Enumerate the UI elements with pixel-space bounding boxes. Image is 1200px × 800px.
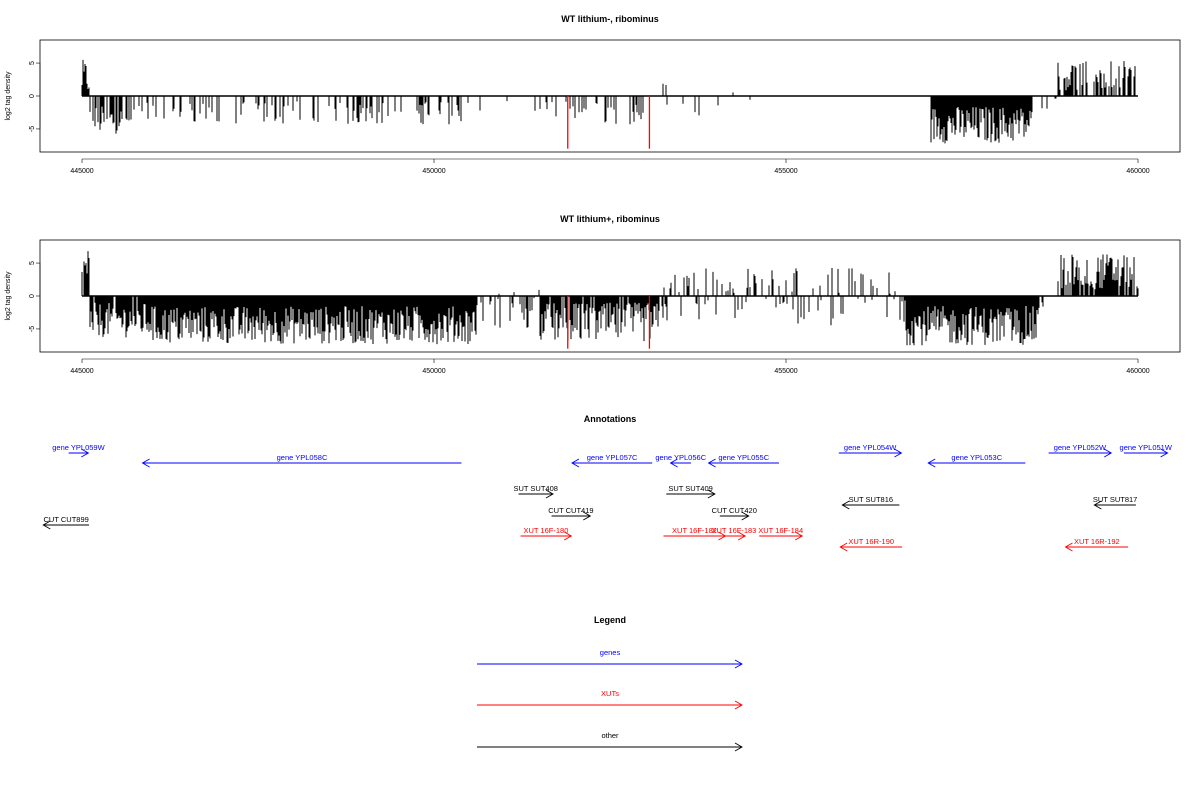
other-arrow-head [707, 489, 716, 499]
chart-title: WT lithium+, ribominus [560, 214, 660, 224]
xut-label: XUT 16R-192 [1074, 537, 1120, 546]
other-arrow-head [583, 511, 592, 521]
xut-label: XUT 16R-190 [848, 537, 894, 546]
other-feature [42, 520, 90, 530]
legend-label: other [601, 731, 619, 740]
gene-feature [68, 448, 90, 458]
chart-panel-2 [81, 251, 1139, 349]
xut-arrow-head [1064, 542, 1073, 552]
other-feature [666, 489, 716, 499]
gene-feature [669, 458, 691, 468]
y-tick-label: 5 [29, 61, 36, 65]
legend-item-other [477, 742, 743, 752]
other-feature [841, 500, 900, 510]
gene-feature [1048, 448, 1113, 458]
annotations-title: Annotations [584, 414, 637, 424]
y-tick-label: 0 [29, 294, 36, 298]
legend-arrow-head [734, 659, 743, 669]
gene-label: gene YPL054W [844, 443, 897, 452]
legend-item-genes [477, 659, 743, 669]
gene-arrow-head [707, 458, 716, 468]
xut-label: XUT 16F-180 [523, 526, 568, 535]
legend-title: Legend [594, 615, 626, 625]
other-label: CUT CUT420 [712, 506, 757, 515]
other-arrow-head [42, 520, 51, 530]
x-tick-label: 455000 [774, 168, 797, 175]
other-arrow-head [1093, 500, 1102, 510]
gene-label: gene YPL058C [277, 453, 328, 462]
gene-feature [927, 458, 1026, 468]
gene-arrow-head [927, 458, 936, 468]
signal-bars [81, 59, 1136, 144]
gene-arrow-head [81, 448, 90, 458]
other-label: SUT SUT816 [849, 495, 893, 504]
xut-arrow-head [839, 542, 848, 552]
xut-feature [520, 531, 573, 541]
gene-arrow-head [669, 458, 678, 468]
y-tick-label: -5 [29, 326, 36, 332]
gene-label: gene YPL057C [587, 453, 638, 462]
legend-arrow-head [734, 742, 743, 752]
y-tick-label: 5 [29, 261, 36, 265]
gene-arrow-head [1104, 448, 1113, 458]
x-tick-label: 450000 [422, 168, 445, 175]
gene-label: gene YPL051W [1120, 443, 1173, 452]
gene-feature [838, 448, 903, 458]
gene-label: gene YPL053C [951, 453, 1002, 462]
gene-arrow-head [571, 458, 580, 468]
other-feature [719, 511, 750, 521]
xut-arrow-head [794, 531, 804, 541]
other-arrow-head [741, 511, 750, 521]
y-axis-label: log2 tag density [5, 71, 12, 121]
gene-label: gene YPL052W [1054, 443, 1107, 452]
gene-feature [141, 458, 462, 468]
x-tick-label: 460000 [1126, 168, 1149, 175]
xut-label: XUT 16F-184 [758, 526, 803, 535]
xut-feature [839, 542, 903, 552]
x-tick-label: 455000 [774, 368, 797, 375]
gene-arrow-head [1160, 448, 1169, 458]
gene-feature [1123, 448, 1169, 458]
x-tick-label: 445000 [70, 368, 93, 375]
chart-title: WT lithium-, ribominus [561, 14, 659, 24]
signal-bars [81, 251, 1139, 346]
other-feature [1093, 500, 1136, 510]
other-label: CUT CUT419 [548, 506, 593, 515]
xut-feature [722, 531, 747, 541]
y-axis-label: log2 tag density [5, 271, 12, 321]
other-feature [551, 511, 592, 521]
gene-arrow-head [141, 458, 150, 468]
xut-feature [759, 531, 804, 541]
xut-arrow-head [564, 531, 573, 541]
xut-label: XUT 16F-182 [672, 526, 717, 535]
gene-arrow-head [894, 448, 903, 458]
xut-arrow-head [737, 531, 747, 541]
chart-panel-1 [81, 59, 1138, 149]
y-tick-label: -5 [29, 126, 36, 132]
x-tick-label: 460000 [1126, 368, 1149, 375]
gene-label: gene YPL055C [718, 453, 769, 462]
other-arrow-head [545, 489, 554, 499]
xut-label: XUT 16F-183 [711, 526, 756, 535]
other-label: CUT CUT899 [44, 515, 89, 524]
other-label: SUT SUT408 [513, 484, 557, 493]
other-label: SUT SUT409 [668, 484, 712, 493]
gene-label: gene YPL056C [655, 453, 706, 462]
gene-feature [707, 458, 779, 468]
legend-item-xuts [477, 700, 743, 710]
gene-label: gene YPL059W [52, 443, 105, 452]
x-tick-label: 450000 [422, 368, 445, 375]
legend-arrow-head [734, 700, 743, 710]
y-tick-label: 0 [29, 94, 36, 98]
other-feature [518, 489, 554, 499]
other-label: SUT SUT817 [1093, 495, 1137, 504]
legend-label: genes [600, 648, 621, 657]
gene-feature [571, 458, 653, 468]
x-tick-label: 445000 [70, 168, 93, 175]
legend-label: XUTs [601, 689, 619, 698]
xut-feature [1064, 542, 1129, 552]
other-arrow-head [841, 500, 850, 510]
